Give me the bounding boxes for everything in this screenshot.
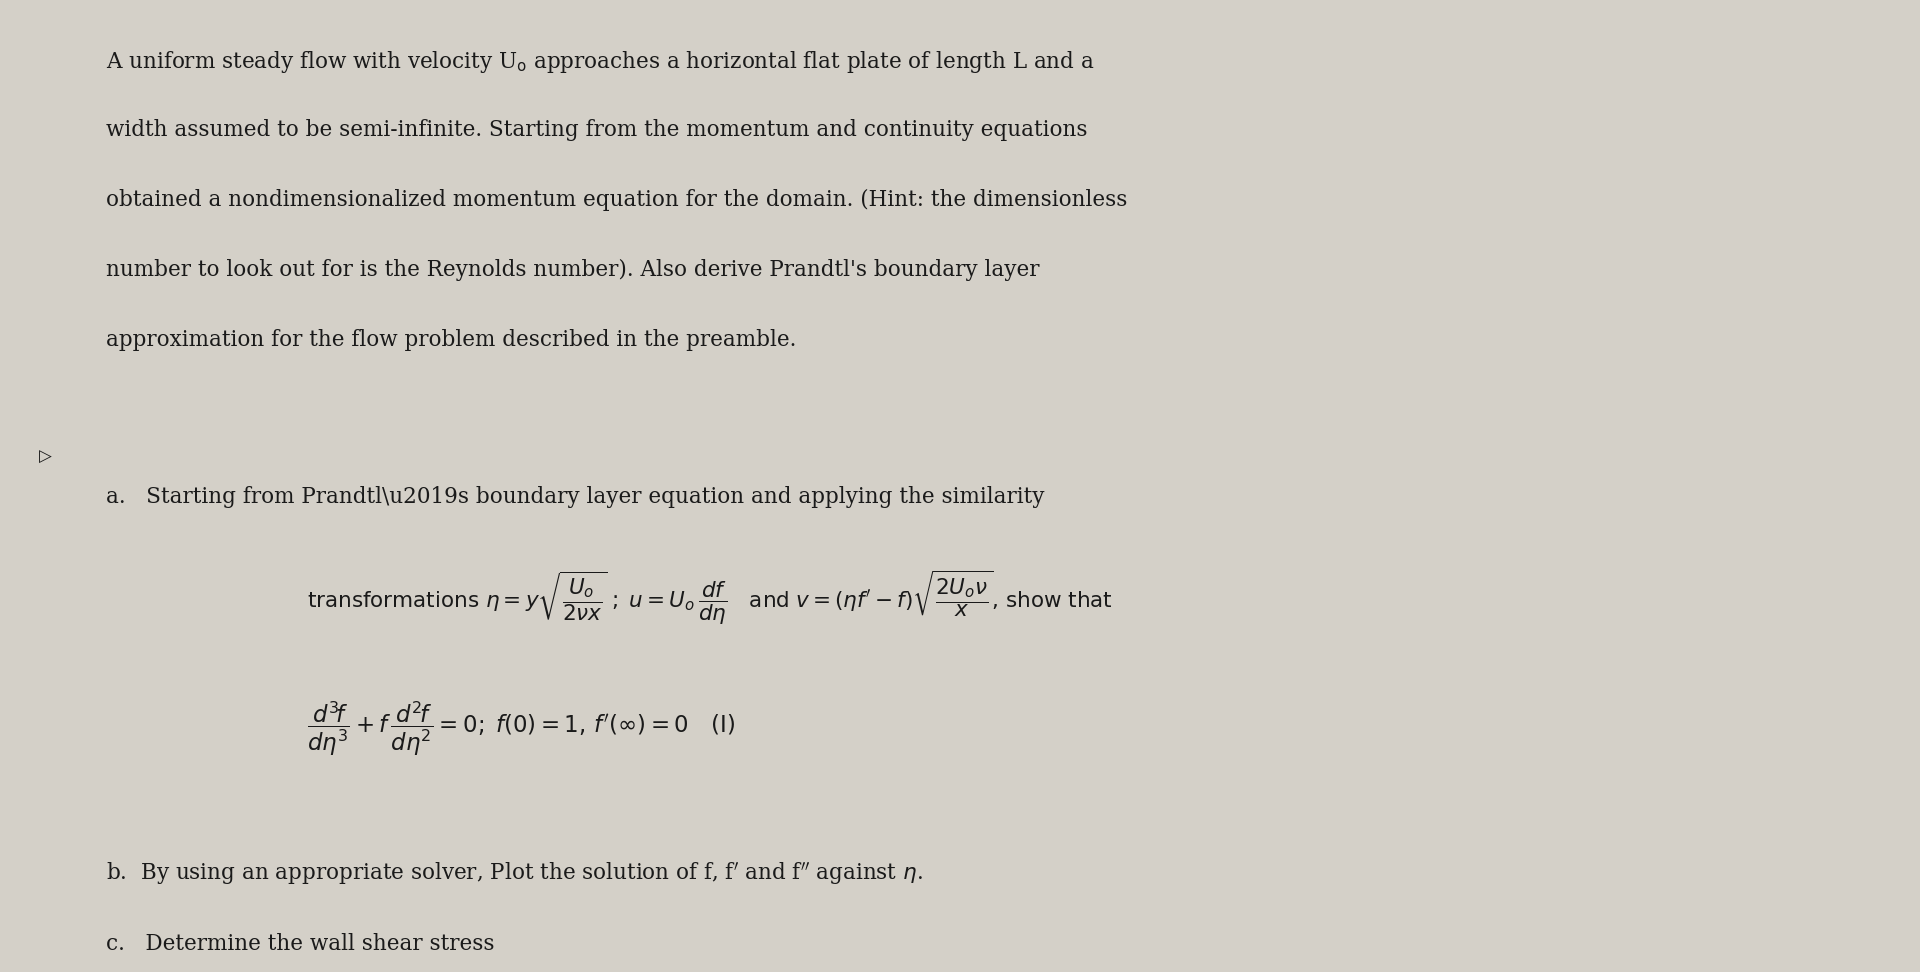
Text: A uniform steady flow with velocity U$_\mathrm{o}$ approaches a horizontal flat : A uniform steady flow with velocity U$_\… — [106, 49, 1094, 75]
Text: c.   Determine the wall shear stress: c. Determine the wall shear stress — [106, 933, 493, 955]
Text: b.  By using an appropriate solver, Plot the solution of f, f$'$ and f$''$ again: b. By using an appropriate solver, Plot … — [106, 860, 922, 886]
Text: transformations $\eta = y\sqrt{\dfrac{U_o}{2\nu x}}$$\;;\; u = U_o\,\dfrac{df}{d: transformations $\eta = y\sqrt{\dfrac{U_… — [307, 569, 1114, 627]
Text: a.   Starting from Prandtl\u2019s boundary layer equation and applying the simil: a. Starting from Prandtl\u2019s boundary… — [106, 486, 1044, 508]
Text: obtained a nondimensionalized momentum equation for the domain. (Hint: the dimen: obtained a nondimensionalized momentum e… — [106, 189, 1127, 211]
Text: $\triangleright$: $\triangleright$ — [38, 447, 54, 466]
Text: approximation for the flow problem described in the preamble.: approximation for the flow problem descr… — [106, 329, 797, 351]
Text: width assumed to be semi-infinite. Starting from the momentum and continuity equ: width assumed to be semi-infinite. Start… — [106, 119, 1087, 141]
Text: number to look out for is the Reynolds number). Also derive Prandtl's boundary l: number to look out for is the Reynolds n… — [106, 259, 1039, 281]
Text: $\dfrac{d^3\!f}{d\eta^3} + f\,\dfrac{d^2\!f}{d\eta^2} = 0;\; f(0)=1,\, f'(\infty: $\dfrac{d^3\!f}{d\eta^3} + f\,\dfrac{d^2… — [307, 700, 735, 758]
